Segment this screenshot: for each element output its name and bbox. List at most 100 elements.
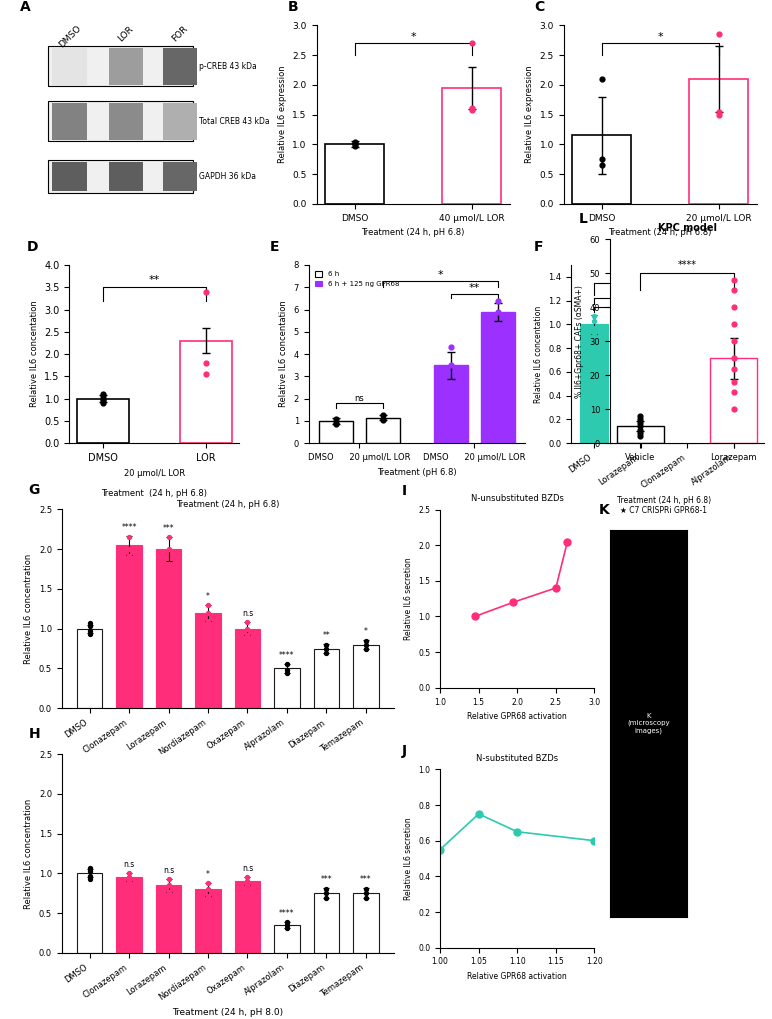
Y-axis label: Relative IL6 concentation: Relative IL6 concentation	[533, 306, 543, 403]
Point	[713, 104, 725, 120]
Bar	[195, 612, 221, 708]
Bar	[313, 893, 339, 953]
Point	[123, 869, 135, 886]
Point	[728, 282, 740, 299]
Point	[681, 330, 693, 346]
Point	[445, 339, 457, 356]
Text: **: **	[323, 631, 330, 640]
Bar	[710, 359, 757, 443]
Text: n.s: n.s	[124, 860, 135, 869]
Point	[201, 874, 214, 891]
Point	[83, 863, 96, 879]
Y-axis label: Relative IL6 secretion: Relative IL6 secretion	[404, 817, 413, 900]
Point	[242, 877, 254, 894]
X-axis label: Treatment (24 h, pH 6.8): Treatment (24 h, pH 6.8)	[608, 228, 712, 237]
Point	[728, 316, 740, 332]
Y-axis label: Relative IL6 concentration: Relative IL6 concentration	[25, 798, 33, 909]
Point	[635, 325, 647, 341]
Point	[123, 541, 135, 557]
Text: Total CREB 43 kDa: Total CREB 43 kDa	[199, 117, 270, 125]
Point	[728, 300, 740, 316]
Point	[713, 107, 725, 123]
Title: Treatment (24 h, pH 6.8): Treatment (24 h, pH 6.8)	[176, 499, 279, 508]
Point	[201, 612, 214, 629]
Text: **: **	[149, 275, 160, 285]
Point	[123, 547, 135, 564]
Text: ****: ****	[678, 260, 696, 270]
Point	[281, 920, 293, 936]
Point	[587, 308, 600, 324]
Text: FOR: FOR	[171, 24, 190, 44]
Point	[713, 26, 725, 43]
Point	[83, 870, 96, 887]
Point	[587, 325, 600, 341]
Bar	[353, 893, 378, 953]
Bar	[627, 330, 655, 443]
Bar	[180, 340, 232, 443]
Point	[201, 604, 214, 621]
Point	[634, 425, 646, 441]
Bar	[77, 629, 103, 708]
Text: ****: ****	[279, 651, 295, 659]
Point	[96, 392, 109, 409]
Text: ****: ****	[121, 523, 137, 532]
Text: ****: ****	[279, 909, 295, 918]
Point	[445, 357, 457, 373]
FancyBboxPatch shape	[163, 48, 198, 85]
Text: ***: ***	[163, 525, 174, 533]
Text: G: G	[29, 483, 40, 496]
Text: C: C	[534, 0, 545, 14]
Legend: 6 h, 6 h + 125 ng GPR68: 6 h, 6 h + 125 ng GPR68	[312, 268, 402, 289]
Point	[377, 411, 389, 427]
Point	[728, 391, 740, 408]
Text: K: K	[598, 503, 609, 518]
Bar	[235, 881, 260, 953]
Point	[360, 641, 372, 657]
FancyBboxPatch shape	[163, 103, 198, 140]
Point	[635, 313, 647, 329]
FancyBboxPatch shape	[48, 160, 193, 193]
Point	[348, 133, 361, 150]
Point	[492, 317, 504, 333]
Text: K
(microscopy
images): K (microscopy images)	[627, 713, 670, 734]
Text: ns: ns	[354, 393, 364, 403]
Point	[466, 35, 478, 51]
Point	[242, 621, 254, 637]
Bar	[689, 79, 748, 204]
Point	[728, 401, 740, 418]
Point	[360, 637, 372, 653]
Point	[634, 408, 646, 424]
Y-axis label: Relative IL6 expression: Relative IL6 expression	[525, 66, 534, 163]
Point	[281, 662, 293, 679]
Point	[162, 555, 174, 572]
FancyBboxPatch shape	[109, 162, 144, 191]
Bar	[156, 549, 181, 708]
Point	[242, 627, 254, 643]
Bar	[580, 324, 608, 443]
Title: N-substituted BZDs: N-substituted BZDs	[476, 754, 558, 763]
Text: *: *	[438, 270, 443, 280]
Text: *: *	[410, 33, 416, 42]
Y-axis label: Relative IL6 concentation: Relative IL6 concentation	[29, 301, 39, 408]
Text: **: **	[469, 283, 480, 293]
Bar	[319, 421, 353, 443]
Text: B: B	[287, 0, 298, 14]
Bar	[720, 401, 748, 443]
Text: L: L	[579, 212, 587, 226]
Point	[201, 881, 214, 898]
Point	[320, 641, 333, 657]
Point	[681, 319, 693, 335]
FancyBboxPatch shape	[109, 103, 144, 140]
Bar	[572, 136, 631, 204]
Point	[281, 656, 293, 673]
Point	[728, 333, 740, 350]
Point	[587, 313, 600, 329]
Point	[728, 374, 740, 390]
Point	[123, 865, 135, 881]
Point	[330, 411, 342, 427]
Text: p-CREB 43 kDa: p-CREB 43 kDa	[199, 62, 257, 70]
Bar	[434, 365, 468, 443]
Bar	[353, 645, 378, 708]
Text: n.s: n.s	[242, 609, 253, 619]
X-axis label: Treatment (24 h, pH 8.0): Treatment (24 h, pH 8.0)	[172, 1008, 283, 1017]
